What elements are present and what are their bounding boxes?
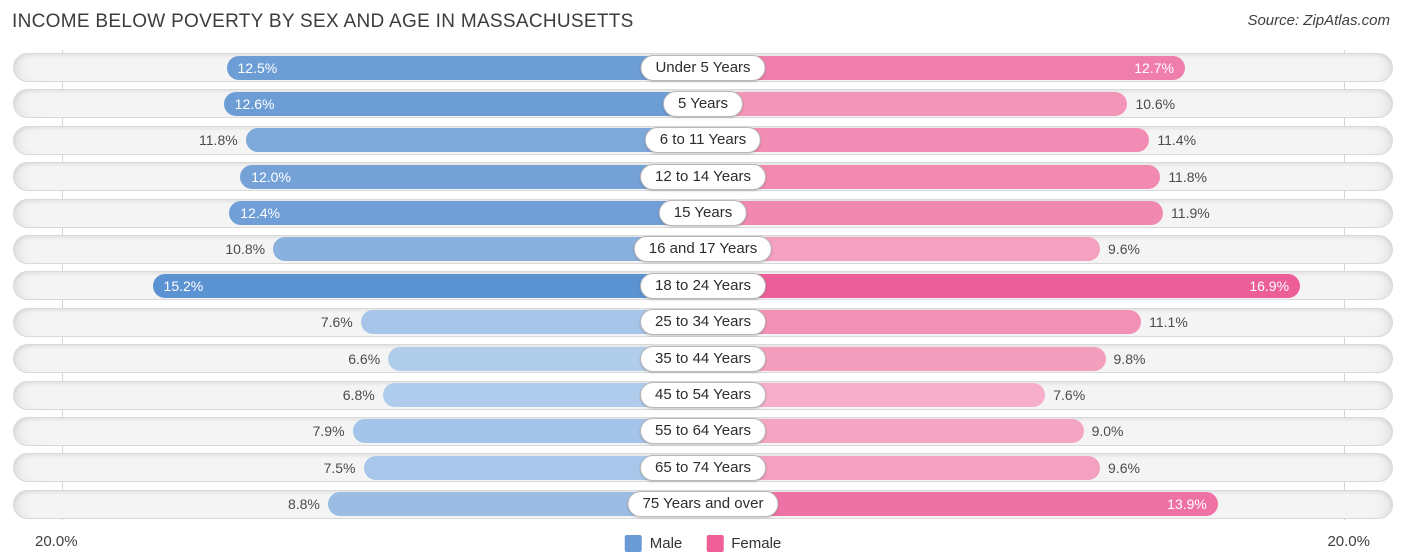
female-value-label: 9.6% (1108, 241, 1140, 258)
chart-legend: Male Female (624, 535, 781, 552)
category-label: Under 5 Years (640, 54, 766, 81)
chart-row: 7.6% 11.1% 25 to 34 Years (13, 307, 1393, 337)
female-bar: 11.1% (703, 310, 1188, 335)
male-value-label: 6.8% (342, 387, 375, 404)
chart-row: 7.9% 9.0% 55 to 64 Years (13, 416, 1393, 446)
male-value-label: 12.5% (237, 59, 278, 76)
male-value-label: 8.8% (287, 496, 320, 513)
male-value-label: 6.6% (348, 350, 381, 367)
female-bar: 13.9% (703, 492, 1218, 517)
category-label: 25 to 34 Years (640, 309, 766, 336)
female-value-label: 7.6% (1053, 387, 1086, 404)
chart-row: 6.6% 9.8% 35 to 44 Years (13, 344, 1393, 374)
chart-row: 8.8% 13.9% 75 Years and over (13, 489, 1393, 519)
female-bar: 11.8% (703, 164, 1207, 189)
male-bar: 12.5% (226, 55, 703, 80)
chart-row: 15.2% 16.9% 18 to 24 Years (13, 271, 1393, 301)
category-label: 16 and 17 Years (633, 236, 773, 263)
male-value-label: 12.0% (251, 168, 291, 185)
male-bar: 11.8% (199, 128, 703, 153)
female-bar: 9.0% (703, 419, 1124, 444)
category-label: 55 to 64 Years (640, 418, 766, 445)
male-value-label: 7.5% (323, 459, 356, 476)
male-value-label: 7.9% (312, 423, 345, 440)
category-label: 18 to 24 Years (640, 272, 766, 299)
male-value-label: 12.6% (234, 95, 275, 112)
category-label: 75 Years and over (627, 491, 779, 518)
chart-row: 12.6% 10.6% 5 Years (13, 89, 1393, 119)
legend-label-male: Male (649, 535, 683, 552)
legend-item-female: Female (706, 535, 781, 552)
female-bar: 11.9% (703, 201, 1210, 226)
category-label: 12 to 14 Years (640, 163, 766, 190)
chart-row: 10.8% 9.6% 16 and 17 Years (13, 234, 1393, 264)
female-bar: 12.7% (703, 55, 1185, 80)
female-bar: 10.6% (703, 91, 1175, 116)
male-value-label: 10.8% (225, 241, 266, 258)
male-bar: 12.4% (229, 201, 703, 226)
category-label: 6 to 11 Years (644, 127, 762, 154)
chart-rows: 12.5% 12.7% Under 5 Years 12.6% 10.6% 5 … (13, 53, 1393, 519)
female-value-label: 11.9% (1171, 205, 1210, 222)
female-value-label: 12.7% (1134, 59, 1174, 76)
legend-label-female: Female (731, 535, 782, 552)
category-label: 45 to 54 Years (640, 382, 766, 409)
female-value-label: 9.6% (1108, 459, 1140, 476)
female-value-label: 11.1% (1149, 314, 1188, 331)
source-attribution: Source: ZipAtlas.com (1247, 12, 1390, 29)
chart-row: 12.4% 11.9% 15 Years (13, 198, 1393, 228)
chart-row: 11.8% 11.4% 6 to 11 Years (13, 125, 1393, 155)
chart-row: 12.5% 12.7% Under 5 Years (13, 53, 1393, 82)
male-bar: 10.8% (225, 237, 703, 262)
chart-row: 7.5% 9.6% 65 to 74 Years (13, 453, 1393, 483)
chart-row: 12.0% 11.8% 12 to 14 Years (13, 162, 1393, 192)
male-bar: 12.6% (223, 91, 703, 116)
female-value-label: 11.8% (1168, 168, 1207, 185)
female-value-label: 9.0% (1091, 423, 1124, 440)
category-label: 65 to 74 Years (640, 454, 766, 481)
female-bar: 11.4% (703, 128, 1196, 153)
female-color-swatch (706, 535, 724, 552)
male-value-label: 11.8% (199, 132, 238, 149)
chart-row: 6.8% 7.6% 45 to 54 Years (13, 380, 1393, 410)
female-value-label: 16.9% (1249, 277, 1290, 294)
category-label: 35 to 44 Years (640, 345, 766, 372)
chart-title: INCOME BELOW POVERTY BY SEX AND AGE IN M… (12, 11, 634, 32)
category-label: 15 Years (658, 200, 748, 227)
female-bar: 9.8% (703, 346, 1145, 371)
male-bar: 15.2% (152, 273, 703, 298)
female-value-label: 10.6% (1135, 95, 1176, 112)
female-value-label: 11.4% (1157, 132, 1197, 149)
legend-item-male: Male (624, 535, 683, 552)
category-label: 5 Years (662, 90, 744, 117)
male-value-label: 7.6% (320, 314, 353, 331)
left-axis-max-label: 20.0% (35, 533, 78, 550)
female-value-label: 13.9% (1167, 496, 1207, 513)
female-bar: 16.9% (703, 273, 1301, 298)
female-bar: 9.6% (703, 455, 1140, 480)
male-color-swatch (624, 535, 642, 552)
male-bar: 12.0% (240, 164, 703, 189)
right-axis-max-label: 20.0% (1327, 533, 1370, 550)
male-value-label: 15.2% (163, 277, 204, 294)
male-value-label: 12.4% (240, 205, 280, 222)
female-value-label: 9.8% (1113, 350, 1146, 367)
